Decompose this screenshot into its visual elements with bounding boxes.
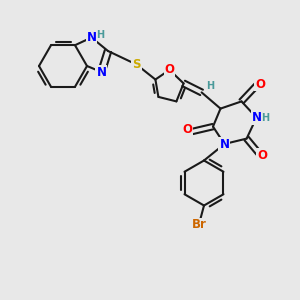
Text: O: O [182,123,192,136]
Text: N: N [219,137,230,151]
Text: N: N [86,31,97,44]
Text: O: O [164,63,175,76]
Text: H: H [96,30,105,40]
Text: H: H [261,113,270,123]
Text: N: N [251,111,262,124]
Text: O: O [255,77,265,91]
Text: H: H [206,81,214,91]
Text: O: O [257,149,267,162]
Text: N: N [96,65,106,79]
Text: S: S [132,58,141,71]
Text: Br: Br [192,218,207,232]
